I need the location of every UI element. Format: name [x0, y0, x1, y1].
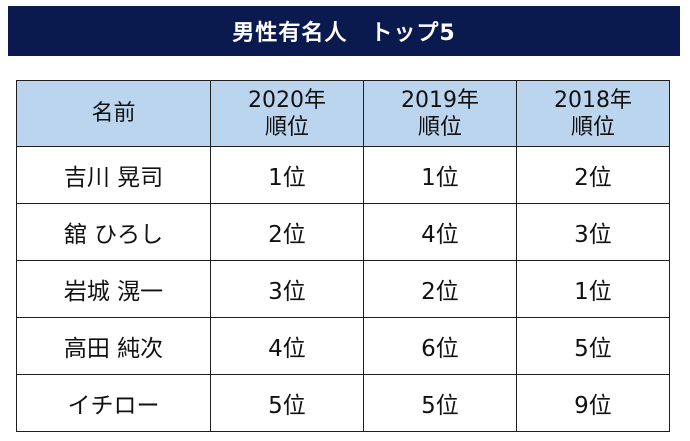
header-2018: 2018年 順位 [516, 80, 670, 147]
header-2019: 2019年 順位 [363, 80, 517, 147]
table-row: 岩城 滉一 3位 2位 1位 [16, 260, 670, 318]
cell-2018: 2位 [516, 146, 670, 204]
table-row: 舘 ひろし 2位 4位 3位 [16, 203, 670, 261]
cell-2018: 1位 [516, 260, 670, 318]
cell-name: 岩城 滉一 [16, 260, 211, 318]
header-row: 名前 2020年 順位 2019年 順位 2018年 順位 [16, 80, 670, 147]
table-row: 吉川 晃司 1位 1位 2位 [16, 146, 670, 204]
cell-2019: 6位 [363, 317, 517, 375]
header-2020-rank: 順位 [264, 114, 309, 140]
header-2019-rank: 順位 [417, 114, 462, 140]
page-title: 男性有名人 トップ5 [8, 6, 680, 56]
cell-2018: 3位 [516, 203, 670, 261]
cell-2019: 2位 [363, 260, 517, 318]
cell-2019: 5位 [363, 374, 517, 432]
cell-name: イチロー [16, 374, 211, 432]
cell-2020: 5位 [210, 374, 364, 432]
cell-2020: 1位 [210, 146, 364, 204]
cell-2019: 1位 [363, 146, 517, 204]
cell-2020: 3位 [210, 260, 364, 318]
header-name-label: 名前 [91, 101, 136, 126]
cell-name: 舘 ひろし [16, 203, 211, 261]
table-row: 高田 純次 4位 6位 5位 [16, 317, 670, 375]
cell-name: 吉川 晃司 [16, 146, 211, 204]
cell-2018: 5位 [516, 317, 670, 375]
header-name: 名前 [16, 80, 211, 147]
header-2019-year: 2019年 [401, 87, 479, 113]
header-2020-year: 2020年 [248, 87, 326, 113]
header-2020: 2020年 順位 [210, 80, 364, 147]
cell-2020: 4位 [210, 317, 364, 375]
cell-2018: 9位 [516, 374, 670, 432]
ranking-table: 名前 2020年 順位 2019年 順位 2018年 順位 吉川 晃司 1位 1… [16, 80, 670, 432]
cell-name: 高田 純次 [16, 317, 211, 375]
header-2018-rank: 順位 [570, 114, 615, 140]
cell-2019: 4位 [363, 203, 517, 261]
table-row: イチロー 5位 5位 9位 [16, 374, 670, 432]
header-2018-year: 2018年 [554, 87, 632, 113]
cell-2020: 2位 [210, 203, 364, 261]
